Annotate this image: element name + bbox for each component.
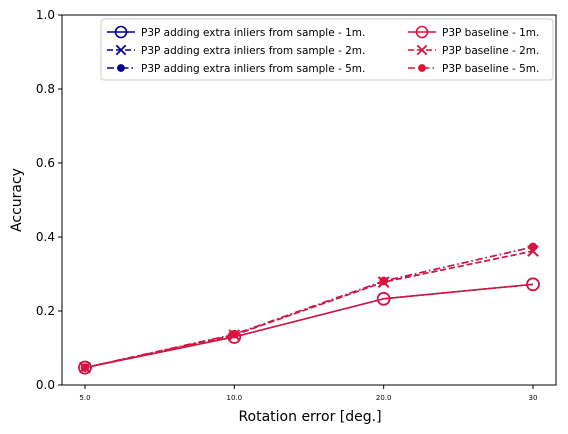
series-6-point-4 xyxy=(528,242,538,252)
y-tick-label-4: 0.6 xyxy=(36,156,55,170)
plot-area xyxy=(78,242,540,375)
legend-swatch-marker-4 xyxy=(415,25,429,39)
legend-swatch-marker-6 xyxy=(418,64,426,72)
series-6-point-2 xyxy=(230,330,239,339)
series-6-point-3 xyxy=(379,276,388,286)
y-tick-label-6: 1.0 xyxy=(36,8,55,22)
x-tick-label-3: 20.0 xyxy=(376,394,392,402)
y-tick-label-5: 0.8 xyxy=(36,82,55,96)
legend-label-5: P3P baseline - 2m. xyxy=(442,45,539,57)
series-4-point-3 xyxy=(376,291,391,306)
legend-swatch-marker-5-stroke-b xyxy=(416,44,428,56)
legend-label-6: P3P baseline - 5m. xyxy=(442,63,539,75)
x-tick-label-2: 10.0 xyxy=(227,394,243,402)
series-6-point-1 xyxy=(80,363,90,372)
x-tick-label-4: 30 xyxy=(529,394,538,402)
legend-swatch-marker-2 xyxy=(115,44,127,56)
legend-label-4: P3P baseline - 1m. xyxy=(442,27,539,39)
legend-label-3: P3P adding extra inliers from sample - 5… xyxy=(141,63,365,75)
legend: P3P adding extra inliers from sample - 1… xyxy=(100,18,554,81)
legend-swatch-marker-2-stroke-b xyxy=(115,44,127,56)
legend-box xyxy=(100,18,554,81)
series-4-line xyxy=(84,283,534,369)
legend-swatch-marker-3 xyxy=(117,64,125,72)
series-4-point-1 xyxy=(78,360,92,375)
series-1-line xyxy=(84,283,534,369)
series-5-line xyxy=(84,250,534,369)
legend-label-2: P3P adding extra inliers from sample - 2… xyxy=(141,45,365,57)
y-tick-label-2: 0.2 xyxy=(36,304,55,318)
y-tick-label-3: 0.4 xyxy=(36,230,55,244)
legend-label-1: P3P adding extra inliers from sample - 1… xyxy=(141,27,365,39)
y-tick-label-1: 0.0 xyxy=(36,378,55,392)
series-4-point-4 xyxy=(526,277,540,292)
legend-swatch-marker-1 xyxy=(114,25,128,39)
legend-swatch-marker-5 xyxy=(416,44,428,56)
axes-frame xyxy=(61,14,557,386)
axes: 0.0 0.2 0.4 0.6 0.8 1.0 5.0 10.0 20.0 30 xyxy=(36,8,557,402)
y-axis-label: Accuracy xyxy=(9,168,25,232)
series-2-line xyxy=(84,250,534,369)
series-6-line xyxy=(84,246,534,369)
x-axis-label: Rotation error [deg.] xyxy=(238,409,381,425)
x-tick-label-1: 5.0 xyxy=(79,394,90,402)
